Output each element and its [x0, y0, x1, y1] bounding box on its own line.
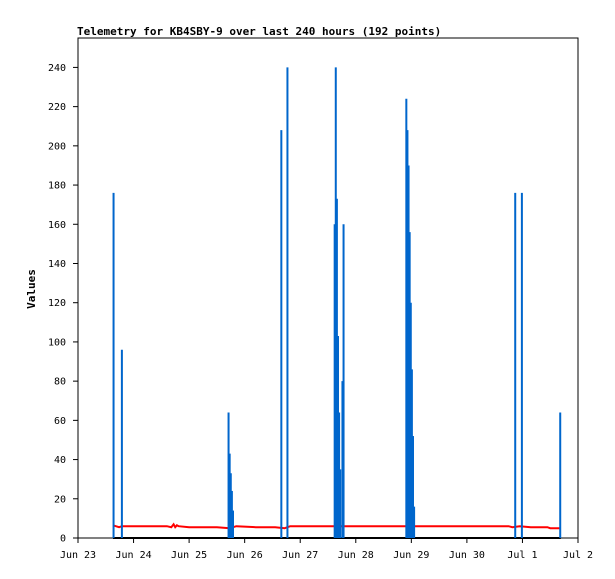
x-tick-label: Jul 2 — [563, 550, 593, 561]
x-tick-label: Jun 26 — [227, 550, 263, 561]
x-axis: Jun 23 Jun 24 Jun 25 Jun 26 Jun 27 Jun 28 Jun … — [60, 538, 593, 561]
y-tick-label: 20 — [54, 494, 66, 505]
y-tick-label: 200 — [48, 141, 66, 152]
y-tick-label: 140 — [48, 259, 66, 270]
x-tick-label: Jun 23 — [60, 550, 96, 561]
x-tick-label: Jul 1 — [507, 550, 537, 561]
y-tick-label: 240 — [48, 63, 66, 74]
x-tick-label: Jun 28 — [338, 550, 374, 561]
y-tick-label: 180 — [48, 181, 66, 192]
chart-title: Telemetry for KB4SBY-9 over last 240 hou… — [77, 25, 441, 38]
x-tick-label: Jun 27 — [282, 550, 318, 561]
plot-frame — [77, 37, 579, 539]
x-tick-label: Jun 30 — [449, 550, 485, 561]
x-tick-label: Jun 25 — [171, 550, 207, 561]
y-tick-label: 60 — [54, 416, 66, 427]
series-line-1 — [112, 522, 561, 530]
y-tick-label: 0 — [60, 534, 66, 545]
y-tick-label: 40 — [54, 455, 66, 466]
series-layer — [112, 67, 562, 539]
y-tick-label: 220 — [48, 102, 66, 113]
y-tick-label: 100 — [48, 337, 66, 348]
y-tick-label: 120 — [48, 298, 66, 309]
y-axis: 0 20 40 60 80 100 120 140 160 180 200 220 240 — [48, 63, 78, 545]
y-tick-label: 160 — [48, 220, 66, 231]
x-tick-label: Jun 24 — [115, 550, 151, 561]
y-tick-label: 80 — [54, 377, 66, 388]
x-tick-label: Jun 29 — [393, 550, 429, 561]
y-axis-label: Values — [25, 269, 38, 309]
